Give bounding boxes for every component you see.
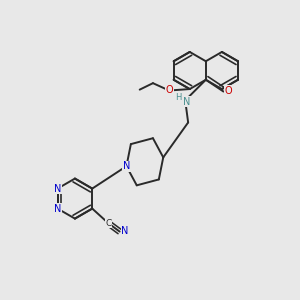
Text: O: O	[166, 85, 173, 95]
Text: N: N	[54, 204, 61, 214]
Text: H: H	[176, 93, 182, 102]
Text: C: C	[105, 219, 112, 228]
Text: N: N	[54, 184, 61, 194]
Text: O: O	[225, 86, 232, 96]
Text: N: N	[183, 97, 190, 107]
Text: N: N	[123, 161, 130, 171]
Text: N: N	[121, 226, 129, 236]
